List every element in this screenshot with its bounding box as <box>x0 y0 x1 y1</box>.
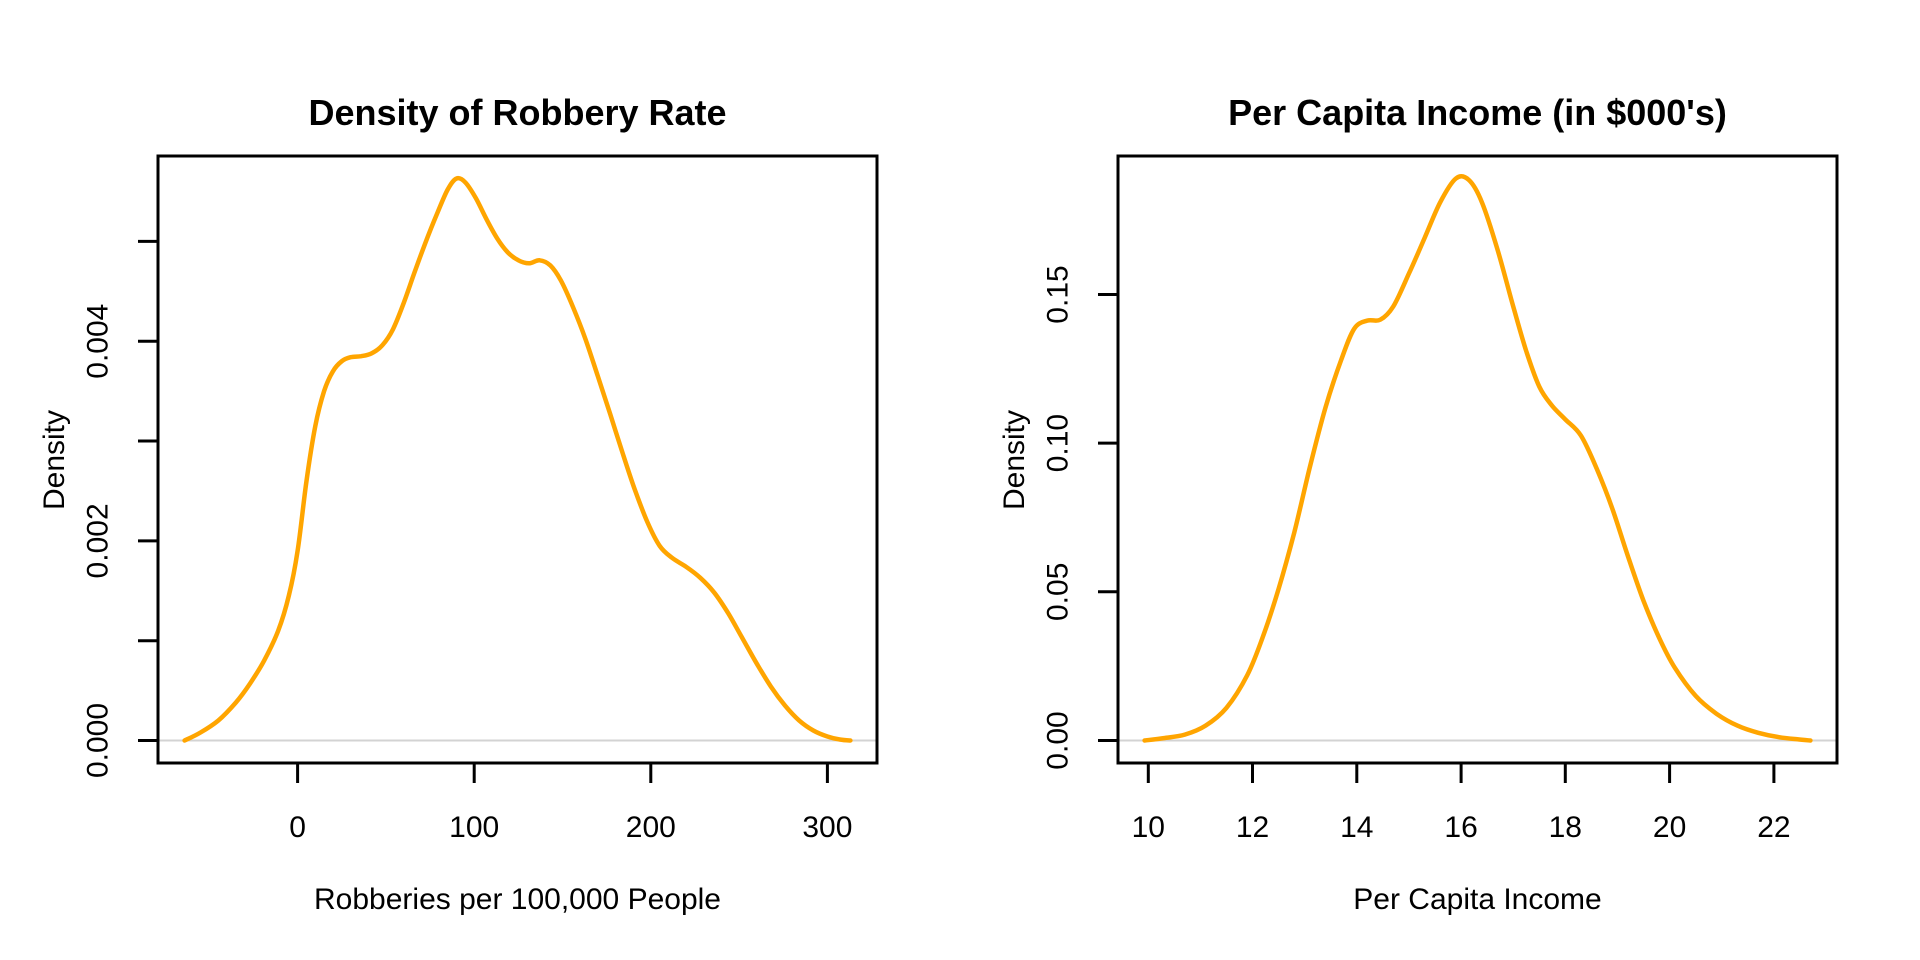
robbery-rate-density-plot: 0 100 200 300 0.000 0.002 0.004 Density of Rob… <box>38 92 879 916</box>
y-axis-tick-label: 0.15 <box>1042 265 1075 323</box>
x-axis-tick-label: 16 <box>1444 811 1477 844</box>
y-axis-tick-label: 0.002 <box>82 503 115 578</box>
density-curve <box>182 175 853 743</box>
per-capita-income-plot-area: 10 12 14 16 18 20 22 0.00 0.05 0.10 0.15 <box>1042 154 1839 844</box>
x-axis-tick-label: 12 <box>1236 811 1269 844</box>
x-axis-tick-label: 100 <box>449 811 499 844</box>
y-axis-label: Density <box>998 409 1031 511</box>
x-axis-tick-label: 200 <box>626 811 676 844</box>
density-curve <box>1142 174 1813 743</box>
y-axis-tick-label: 0.10 <box>1042 414 1075 472</box>
y-axis-tick-label: 0.05 <box>1042 563 1075 621</box>
robbery-rate-plot-area: 0 100 200 300 0.000 0.002 0.004 <box>82 154 879 844</box>
x-axis-tick-label: 22 <box>1757 811 1790 844</box>
per-capita-income-density-plot: 10 12 14 16 18 20 22 0.00 0.05 0.10 0.15 Per Capit… <box>960 0 1920 960</box>
y-axis-label: Density <box>38 409 71 511</box>
plot-title: Density of Robbery Rate <box>308 92 727 133</box>
x-axis-tick-label: 300 <box>802 811 852 844</box>
x-axis-tick-label: 18 <box>1549 811 1582 844</box>
plot-box <box>156 154 879 765</box>
x-axis-tick-label: 20 <box>1653 811 1686 844</box>
y-axis-tick-label: 0.004 <box>82 304 115 379</box>
x-axis-label: Per Capita Income <box>1353 883 1602 916</box>
plot-title: Per Capita Income (in $000's) <box>1228 92 1727 133</box>
x-axis-tick-label: 10 <box>1132 811 1165 844</box>
x-axis-label: Robberies per 100,000 People <box>314 883 721 916</box>
y-axis-tick-label: 0.00 <box>1042 711 1075 769</box>
x-axis-tick-label: 0 <box>289 811 306 844</box>
plot-box <box>1116 154 1839 765</box>
x-axis-tick-label: 14 <box>1340 811 1373 844</box>
y-axis-tick-label: 0.000 <box>82 703 115 778</box>
